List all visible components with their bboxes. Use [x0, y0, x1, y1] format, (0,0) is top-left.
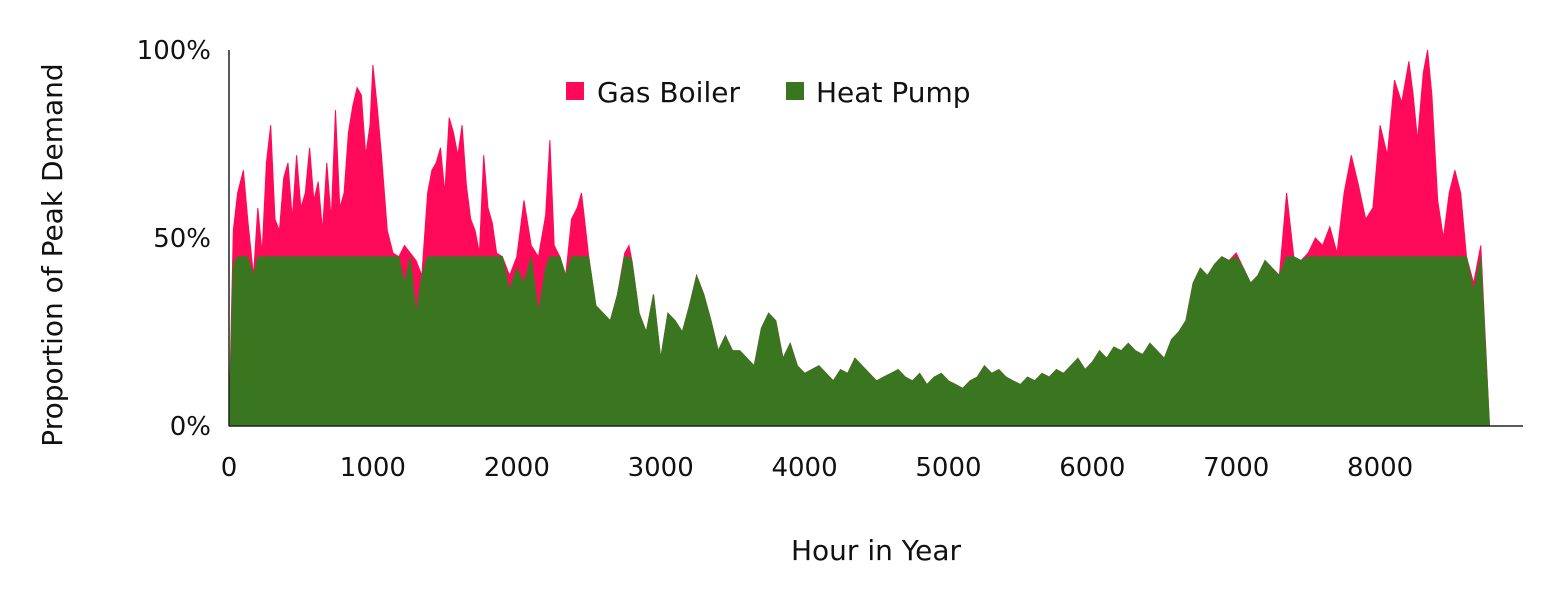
x-tick-label: 8000	[1347, 453, 1413, 483]
x-tick-label: 0	[221, 453, 238, 483]
axes-layer	[228, 50, 1523, 427]
x-tick-label: 1000	[340, 453, 406, 483]
x-tick-label: 2000	[484, 453, 550, 483]
x-axis-title: Hour in Year	[791, 534, 962, 567]
x-tick-label: 7000	[1203, 453, 1269, 483]
x-tick-label: 4000	[771, 453, 837, 483]
x-tick-label: 3000	[628, 453, 694, 483]
legend: Gas Boiler Heat Pump	[566, 76, 971, 109]
y-tick-label: 100%	[137, 36, 211, 66]
x-tick-label: 5000	[915, 453, 981, 483]
legend-label-gas-boiler: Gas Boiler	[597, 76, 740, 109]
x-tick-labels: 0 1000 2000 3000 4000 5000 6000 7000 8000	[221, 453, 1413, 483]
legend-swatch-gas-boiler	[566, 82, 584, 100]
x-tick-label: 6000	[1059, 453, 1125, 483]
legend-label-heat-pump: Heat Pump	[816, 76, 971, 109]
series-area-heat-pump	[228, 256, 1491, 427]
y-axis-title: Proportion of Peak Demand	[36, 63, 69, 446]
y-tick-labels: 0% 50% 100%	[137, 36, 211, 442]
series-layer	[228, 49, 1491, 427]
legend-swatch-heat-pump	[786, 82, 804, 100]
y-tick-label: 50%	[153, 224, 211, 254]
y-tick-label: 0%	[170, 412, 211, 442]
